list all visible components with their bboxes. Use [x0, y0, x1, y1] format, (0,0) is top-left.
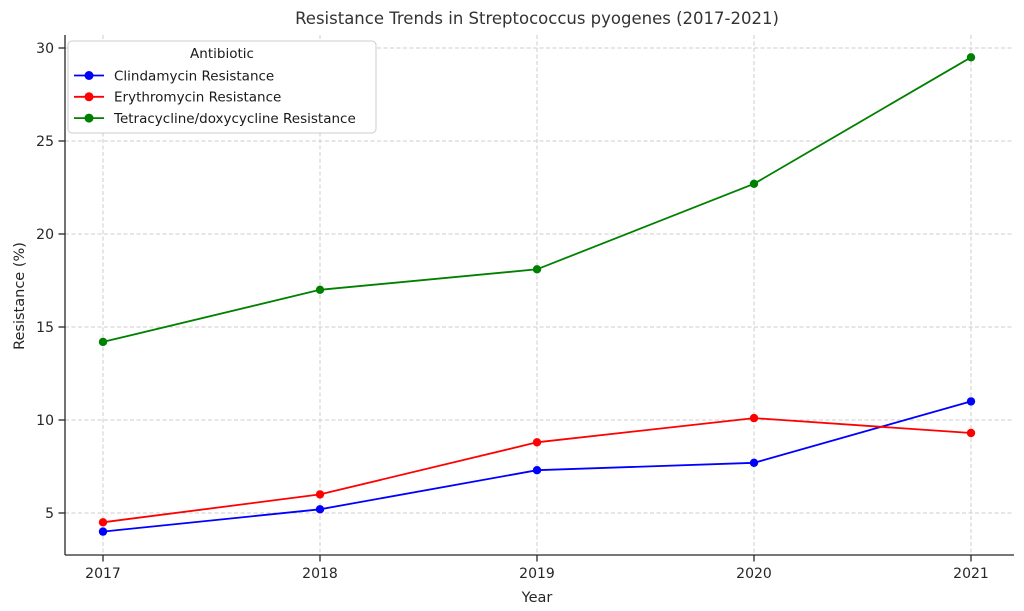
data-point — [98, 527, 108, 536]
legend-label: Clindamycin Resistance — [114, 68, 274, 84]
data-point — [315, 490, 325, 499]
axis-ticks — [58, 47, 972, 562]
x-tick-label: 2019 — [519, 566, 555, 582]
data-point — [532, 466, 542, 475]
series-layer — [98, 53, 976, 536]
grid-layer — [65, 35, 1014, 555]
legend-label: Tetracycline/doxycycline Resistance — [113, 111, 356, 127]
legend-marker — [84, 92, 94, 102]
y-tick-label: 15 — [36, 320, 54, 336]
x-axis-title: Year — [521, 590, 553, 606]
chart-title: Resistance Trends in Streptococcus pyoge… — [295, 9, 779, 28]
x-tick-label: 2018 — [302, 566, 338, 582]
legend-title: Antibiotic — [190, 46, 254, 62]
legend-frame — [67, 40, 377, 134]
x-tick-label: 2021 — [953, 566, 989, 582]
data-point — [966, 428, 976, 438]
legend-marker — [84, 113, 94, 123]
legend-marker — [84, 71, 94, 80]
y-tick-label: 5 — [45, 506, 54, 522]
y-axis-title: Resistance (%) — [12, 242, 28, 350]
y-tick-label: 10 — [36, 413, 54, 429]
y-tick-label: 30 — [36, 41, 54, 57]
legend-entries: Clindamycin Resistance Erythromycin Resis… — [74, 68, 356, 127]
legend-box: Antibiotic Clindamycin Resistance Erythro… — [67, 40, 377, 134]
x-tick-label: 2020 — [736, 566, 772, 582]
x-tick-label: 2017 — [85, 566, 121, 582]
data-point — [532, 438, 542, 447]
axis-spines — [64, 35, 1014, 556]
data-point — [315, 285, 325, 294]
y-tick-label: 25 — [36, 134, 54, 150]
data-point — [966, 53, 976, 62]
data-point — [749, 413, 759, 423]
data-point — [98, 337, 108, 347]
data-point — [966, 397, 976, 406]
y-tick-label: 20 — [36, 227, 54, 243]
data-point — [749, 458, 759, 467]
data-point — [532, 265, 542, 274]
legend-label: Erythromycin Resistance — [114, 90, 281, 106]
data-point — [98, 518, 108, 527]
data-point — [749, 179, 759, 188]
data-point — [315, 505, 325, 514]
tick-labels: 5 10 15 20 25 30 2017 2018 2019 2020 2021 — [36, 41, 989, 582]
